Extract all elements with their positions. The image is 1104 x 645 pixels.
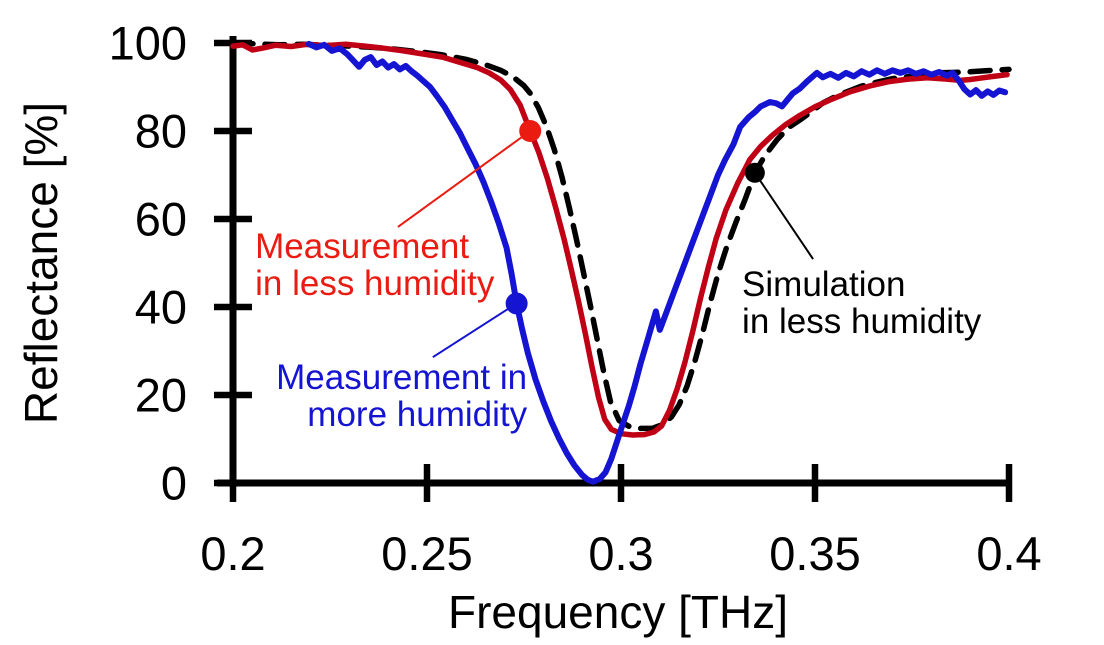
annotation-label: in less humidity bbox=[255, 264, 495, 303]
y-tick-label: 0 bbox=[161, 457, 187, 510]
x-axis-title: Frequency [THz] bbox=[448, 586, 788, 638]
annotation-label: Measurement bbox=[255, 227, 469, 266]
annotation-label: more humidity bbox=[307, 395, 527, 434]
x-tick-label: 0.2 bbox=[200, 527, 265, 580]
x-tick-label: 0.25 bbox=[381, 527, 472, 580]
y-tick-label: 60 bbox=[135, 193, 187, 246]
series-measurement-less-humidity bbox=[230, 41, 1010, 438]
annotation-leader-line bbox=[432, 302, 518, 359]
series-measurement-more-humidity bbox=[305, 40, 1009, 485]
x-tick-label: 0.3 bbox=[588, 527, 653, 580]
x-tick-label: 0.35 bbox=[769, 527, 860, 580]
annotation-leader-line bbox=[754, 172, 814, 260]
annotation-marker-dot bbox=[744, 162, 765, 183]
annotation-marker-dot bbox=[505, 292, 528, 315]
annotation-label: Simulation bbox=[742, 265, 905, 304]
annotation-label: Measurement in bbox=[276, 358, 527, 397]
annotation-leader-line bbox=[397, 130, 531, 228]
y-tick-label: 40 bbox=[135, 281, 187, 334]
y-tick-label: 100 bbox=[109, 17, 187, 70]
y-tick-label: 80 bbox=[135, 105, 187, 158]
annotation-label: in less humidity bbox=[742, 302, 982, 341]
x-tick-label: 0.4 bbox=[976, 527, 1041, 580]
y-axis-title: Reflectance [%] bbox=[15, 102, 67, 424]
y-tick-label: 20 bbox=[135, 369, 187, 422]
annotation-marker-dot bbox=[519, 120, 542, 142]
